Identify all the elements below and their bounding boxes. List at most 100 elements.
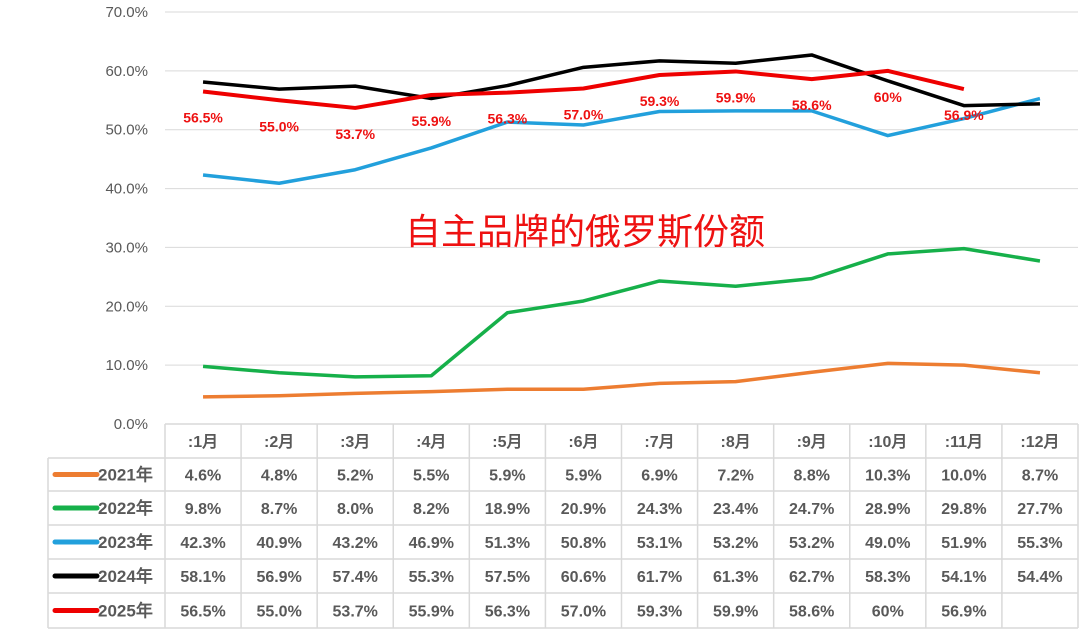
table-cell: 8.0% <box>337 501 373 518</box>
table-cell: 40.9% <box>256 535 301 552</box>
table-cell: 18.9% <box>485 501 530 518</box>
table-cell: 46.9% <box>409 535 454 552</box>
data-label: 59.3% <box>640 93 680 109</box>
table-cell: 59.3% <box>637 604 682 621</box>
series-line-2022年 <box>202 246 1041 379</box>
table-cell: 23.4% <box>713 501 758 518</box>
y-tick-label: 0.0% <box>114 416 148 433</box>
table-cell: 10.3% <box>865 468 910 485</box>
legend-label: 2022年 <box>98 498 153 518</box>
data-label: 53.7% <box>335 126 375 142</box>
x-category-label: :10月 <box>868 433 907 451</box>
table-cell: 56.9% <box>256 569 301 586</box>
legend-label: 2023年 <box>98 532 153 552</box>
y-tick-label: 30.0% <box>105 239 148 256</box>
table-cell: 55.3% <box>1017 535 1062 552</box>
table-cell: 51.9% <box>941 535 986 552</box>
table-cell: 27.7% <box>1017 501 1062 518</box>
table-cell: 57.5% <box>485 569 530 586</box>
y-tick-label: 40.0% <box>105 181 148 198</box>
table-cell: 10.0% <box>941 468 986 485</box>
table-cell: 50.8% <box>561 535 606 552</box>
x-category-label: :12月 <box>1020 433 1059 451</box>
table-cell: 58.3% <box>865 569 910 586</box>
table-cell: 8.7% <box>1022 468 1058 485</box>
table-cell: 61.7% <box>637 569 682 586</box>
data-label: 59.9% <box>716 89 756 105</box>
y-tick-label: 60.0% <box>105 63 148 80</box>
table-cell: 62.7% <box>789 569 834 586</box>
legend-label: 2025年 <box>98 601 153 621</box>
table-cell: 5.5% <box>413 468 449 485</box>
x-category-label: :8月 <box>721 433 751 451</box>
table-cell: 8.8% <box>793 468 829 485</box>
data-label: 56.5% <box>183 109 223 125</box>
table-cell: 24.3% <box>637 501 682 518</box>
x-category-label: :2月 <box>264 433 294 451</box>
table-cell: 60.6% <box>561 569 606 586</box>
table-cell: 6.9% <box>641 468 677 485</box>
table-cell: 43.2% <box>333 535 378 552</box>
table-cell: 55.9% <box>409 604 454 621</box>
data-label: 55.9% <box>411 113 451 129</box>
table-cell: 58.6% <box>789 604 834 621</box>
table-cell: 7.2% <box>717 468 753 485</box>
table-cell: 56.3% <box>485 604 530 621</box>
table-cell: 57.4% <box>333 569 378 586</box>
table-cell: 8.7% <box>261 501 297 518</box>
table-cell: 55.0% <box>256 604 301 621</box>
x-category-label: :1月 <box>188 433 218 451</box>
table-cell: 20.9% <box>561 501 606 518</box>
data-label: 60% <box>874 89 903 105</box>
data-label: 56.9% <box>944 107 984 123</box>
series-line-2021年 <box>203 361 1041 399</box>
table-cell: 56.9% <box>941 604 986 621</box>
table-cell: 54.4% <box>1017 569 1062 586</box>
chart-title: 自主品牌的俄罗斯份额 <box>405 212 765 253</box>
table-cell: 4.8% <box>261 468 297 485</box>
data-label: 57.0% <box>564 107 604 123</box>
table-cell: 24.7% <box>789 501 834 518</box>
table-cell: 42.3% <box>180 535 225 552</box>
table-cell: 5.2% <box>337 468 373 485</box>
x-category-label: :7月 <box>644 433 674 451</box>
table-cell: 53.2% <box>713 535 758 552</box>
x-category-label: :11月 <box>945 433 983 451</box>
data-label: 55.0% <box>259 118 299 134</box>
table-cell: 55.3% <box>409 569 454 586</box>
data-label: 58.6% <box>792 97 832 113</box>
table-cell: 28.9% <box>865 501 910 518</box>
table-cell: 4.6% <box>185 468 221 485</box>
x-category-label: :5月 <box>492 433 522 451</box>
table-cell: 8.2% <box>413 501 449 518</box>
x-category-label: :3月 <box>340 433 370 451</box>
table-cell: 57.0% <box>561 604 606 621</box>
series-line-2024年 <box>202 53 1040 108</box>
table-cell: 53.7% <box>333 604 378 621</box>
table-cell: 51.3% <box>485 535 530 552</box>
y-tick-label: 10.0% <box>105 357 148 374</box>
series-line-2025年 <box>202 68 965 110</box>
table-cell: 58.1% <box>180 569 225 586</box>
table-cell: 9.8% <box>185 501 221 518</box>
table-cell: 59.9% <box>713 604 758 621</box>
table-cell: 61.3% <box>713 569 758 586</box>
table-cell: 56.5% <box>180 604 225 621</box>
y-tick-label: 70.0% <box>105 4 148 21</box>
series-line-2023年 <box>202 96 1041 186</box>
table-cell: 53.1% <box>637 535 682 552</box>
table-cell: 5.9% <box>565 468 601 485</box>
y-tick-label: 20.0% <box>105 298 148 315</box>
legend-label: 2024年 <box>98 566 153 586</box>
x-category-label: :6月 <box>568 433 598 451</box>
table-cell: 53.2% <box>789 535 834 552</box>
table-cell: 49.0% <box>865 535 910 552</box>
table-cell: 29.8% <box>941 501 986 518</box>
data-label: 56.3% <box>488 111 528 127</box>
table-cell: 60% <box>872 604 904 621</box>
y-tick-label: 50.0% <box>105 122 148 139</box>
table-cell: 54.1% <box>941 569 986 586</box>
x-category-label: :9月 <box>797 433 827 451</box>
table-cell: 5.9% <box>489 468 525 485</box>
